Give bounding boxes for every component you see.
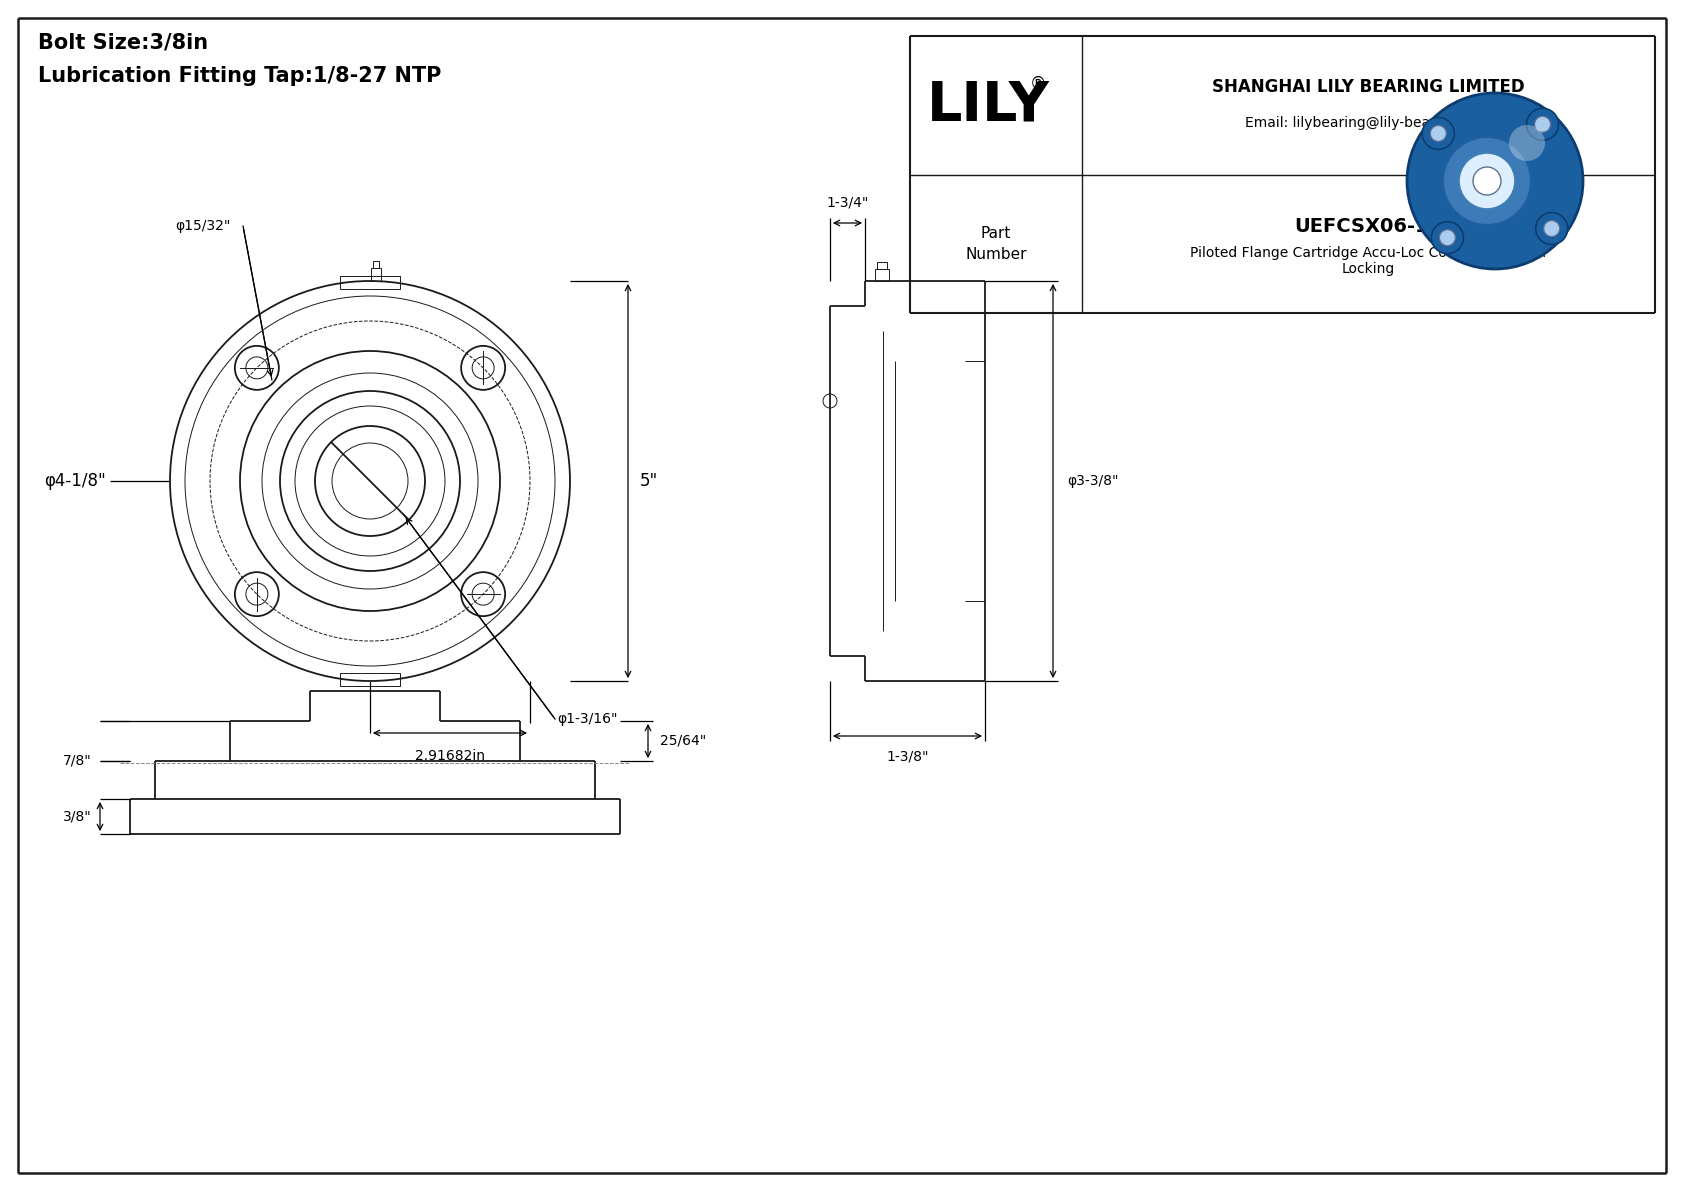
Text: LILY: LILY [926, 79, 1049, 132]
Circle shape [1536, 212, 1568, 244]
Text: Lubrication Fitting Tap:1/8-27 NTP: Lubrication Fitting Tap:1/8-27 NTP [39, 66, 441, 86]
Circle shape [1474, 167, 1500, 195]
Text: 1-3/4": 1-3/4" [827, 195, 869, 208]
Text: 2.91682in: 2.91682in [414, 749, 485, 763]
Circle shape [1527, 108, 1559, 141]
Text: 7/8": 7/8" [64, 754, 93, 768]
Circle shape [1431, 222, 1463, 254]
Text: 3/8": 3/8" [64, 810, 93, 823]
Bar [877, 262, 887, 269]
Text: φ1-3/16": φ1-3/16" [557, 712, 618, 727]
Text: SHANGHAI LILY BEARING LIMITED: SHANGHAI LILY BEARING LIMITED [1212, 79, 1524, 96]
Circle shape [1509, 125, 1544, 161]
Circle shape [1408, 93, 1583, 269]
Text: φ3-3/8": φ3-3/8" [1068, 474, 1118, 488]
Circle shape [1534, 117, 1551, 132]
Bar [876, 269, 889, 281]
Circle shape [1430, 125, 1447, 142]
Text: φ15/32": φ15/32" [175, 219, 231, 233]
Circle shape [1440, 230, 1455, 245]
Circle shape [1544, 220, 1559, 237]
Text: φ4-1/8": φ4-1/8" [44, 472, 106, 490]
Text: Bolt Size:3/8in: Bolt Size:3/8in [39, 33, 209, 54]
Circle shape [1423, 118, 1455, 149]
Circle shape [1458, 152, 1516, 208]
Text: UEFCSX06-19: UEFCSX06-19 [1295, 217, 1443, 236]
Bar [370, 268, 381, 281]
Text: Piloted Flange Cartridge Accu-Loc Concentric Collar
Locking: Piloted Flange Cartridge Accu-Loc Concen… [1189, 245, 1548, 276]
Circle shape [1443, 137, 1531, 225]
Bar [340, 276, 401, 289]
Text: 25/64": 25/64" [660, 734, 706, 748]
Text: Email: lilybearing@lily-bearing.com: Email: lilybearing@lily-bearing.com [1244, 117, 1492, 130]
Text: ®: ® [1029, 74, 1046, 92]
Text: 5": 5" [640, 472, 658, 490]
Text: Part
Number: Part Number [965, 226, 1027, 262]
Bar [372, 261, 379, 268]
Text: 1-3/8": 1-3/8" [886, 750, 930, 763]
Bar [340, 673, 401, 686]
